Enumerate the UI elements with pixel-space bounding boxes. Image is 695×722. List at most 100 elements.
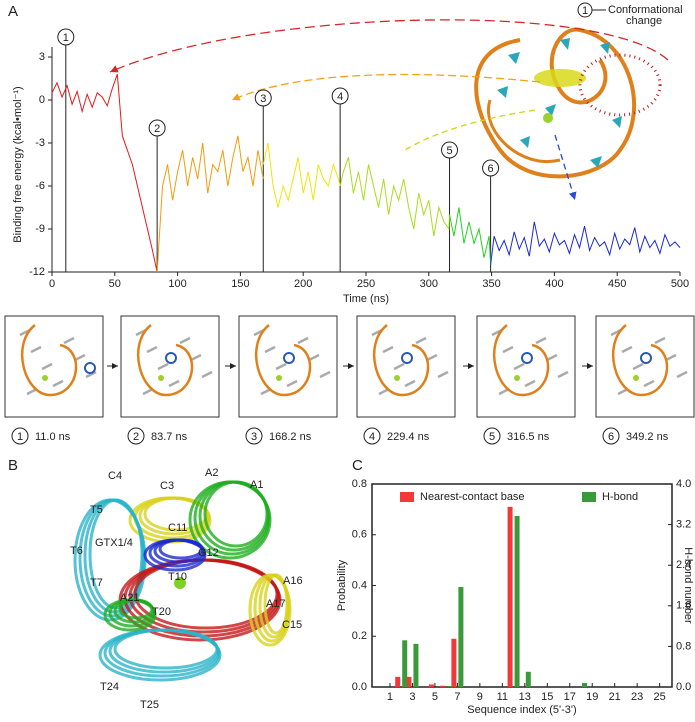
snapshot-number-marker: [11, 427, 29, 445]
snapshot-number-marker: [363, 427, 381, 445]
bar: [451, 638, 457, 687]
y-tick-label: 0.2: [352, 630, 367, 642]
structure-label: C11: [168, 522, 187, 534]
snapshot-base: [676, 370, 688, 379]
snapshot-base: [63, 336, 75, 345]
snapshot-base: [643, 379, 655, 388]
snapshot-base: [319, 370, 331, 379]
snapshot-base: [557, 370, 569, 379]
snapshot-base: [85, 370, 97, 379]
series-line: [339, 157, 451, 237]
y-tick-label: -6: [35, 180, 45, 192]
y-tick-label: 0.4: [352, 579, 367, 591]
snapshot-base: [437, 370, 449, 379]
snapshot-number: 5: [489, 431, 495, 443]
y-axis-title: Probability: [336, 559, 348, 611]
snapshot-base: [168, 379, 180, 388]
x-tick-label: 15: [541, 691, 553, 703]
series-line: [490, 221, 681, 265]
snapshot-time: 83.7 ns: [151, 431, 188, 443]
x-tick-label: 25: [654, 691, 666, 703]
event-marker: [57, 28, 75, 46]
y2-tick-label: 4.0: [676, 478, 691, 490]
snapshot-frame: [356, 315, 456, 418]
annotation-number: 1: [582, 5, 588, 17]
transition-arrow: [404, 109, 536, 151]
series-line: [51, 74, 158, 273]
structure-label: C3: [160, 480, 174, 492]
snapshot-number: 4: [369, 431, 375, 443]
x-tick-label: 17: [564, 691, 576, 703]
x-tick-label: 350: [482, 278, 500, 290]
x-tick-label: 7: [454, 691, 460, 703]
structure-label: A1: [250, 479, 263, 491]
structure-label: A16: [283, 575, 303, 587]
x-tick-label: 250: [357, 278, 375, 290]
structure-label: T5: [90, 504, 103, 516]
structure-label: T7: [90, 577, 103, 589]
bar: [440, 685, 446, 687]
structure-ribbon: [133, 558, 279, 630]
snapshot-backbone: [20, 324, 78, 397]
snapshot-ion: [394, 375, 400, 381]
x-tick-label: 150: [231, 278, 249, 290]
y2-tick-label: 1.6: [676, 600, 691, 612]
snapshot-time: 349.2 ns: [626, 431, 669, 443]
bar: [402, 640, 408, 687]
snapshot-base: [41, 362, 53, 371]
structure-ribbon: [203, 480, 269, 548]
structure-ribbon: [143, 496, 209, 532]
structure-label: T24: [100, 681, 119, 693]
snapshot-base: [621, 345, 633, 354]
y-tick-label: -9: [35, 223, 45, 235]
snapshot-base: [654, 336, 666, 345]
y2-tick-label: 0.0: [676, 681, 691, 693]
snapshot-base: [546, 353, 558, 362]
snapshot-base: [415, 336, 427, 345]
event-number: 3: [260, 93, 266, 105]
snapshot-time: 316.5 ns: [507, 431, 550, 443]
event-number: 2: [154, 123, 160, 135]
x-tick-label: 500: [671, 278, 689, 290]
structure-label: A21: [120, 592, 140, 604]
x-tick-label: 100: [168, 278, 186, 290]
x-tick-label: 11: [497, 691, 508, 703]
x-tick-label: 50: [109, 278, 121, 290]
transition-arrow: [231, 73, 541, 101]
snapshot-backbone: [492, 324, 550, 397]
snapshot-ligand: [401, 352, 413, 364]
structure-ribbon: [158, 538, 204, 560]
snapshot-ion: [276, 375, 282, 381]
snapshot-time: 229.4 ns: [387, 431, 430, 443]
snapshot-ion: [514, 375, 520, 381]
snapshot-base: [74, 353, 86, 362]
axis: [51, 47, 680, 273]
bar: [525, 671, 531, 687]
snapshot-ligand: [283, 352, 295, 364]
x-tick-label: 3: [409, 691, 415, 703]
structure-ribbon: [118, 598, 154, 620]
panel-label: C: [352, 457, 363, 474]
structure-label: C15: [282, 619, 302, 631]
event-number: 5: [446, 145, 452, 157]
snapshot-base: [632, 362, 644, 371]
event-number: 4: [337, 91, 343, 103]
snapshot-number: 3: [251, 431, 257, 443]
bar: [581, 682, 587, 687]
x-tick-label: 1: [387, 691, 393, 703]
x-axis-title: Sequence index (5'-3'): [467, 704, 576, 716]
event-number: 6: [488, 163, 494, 175]
y-tick-label: -3: [35, 137, 45, 149]
x-tick-label: 9: [477, 691, 483, 703]
snapshot-base: [264, 345, 276, 354]
x-tick-label: 5: [432, 691, 438, 703]
structure-label: A17: [266, 598, 286, 610]
structure-label: C4: [108, 470, 122, 482]
snapshot-number: 6: [608, 431, 614, 443]
event-marker: [482, 159, 500, 177]
snapshot-base: [513, 362, 525, 371]
snapshot-base: [524, 379, 536, 388]
panel-label: A: [8, 3, 18, 20]
snapshot-base: [393, 362, 405, 371]
snapshot-number: 1: [17, 431, 23, 443]
